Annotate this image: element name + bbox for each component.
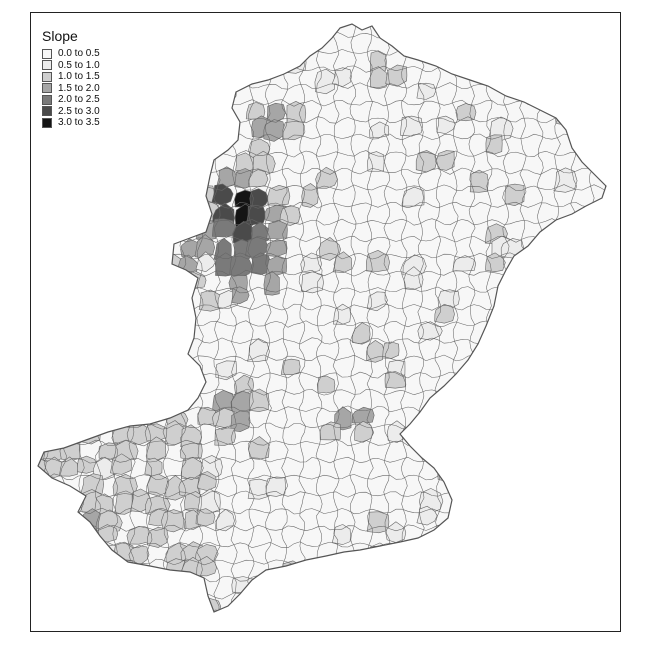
legend-label: 2.5 to 3.0 — [58, 105, 100, 117]
legend-label: 0.5 to 1.0 — [58, 59, 100, 71]
legend-swatch — [42, 60, 52, 71]
legend-label: 2.0 to 2.5 — [58, 94, 100, 106]
legend-label: 1.0 to 1.5 — [58, 71, 100, 83]
legend-swatch — [42, 83, 52, 94]
legend-title: Slope — [42, 28, 78, 44]
region-base — [38, 24, 606, 612]
legend: Slope 0.0 to 0.5 0.5 to 1.0 1.0 to 1.5 1.5 … — [42, 28, 100, 129]
legend-item: 0.0 to 0.5 — [42, 48, 100, 60]
legend-rows: 0.0 to 0.5 0.5 to 1.0 1.0 to 1.5 1.5 to 2.0… — [42, 48, 100, 129]
legend-item: 2.0 to 2.5 — [42, 94, 100, 106]
legend-label: 3.0 to 3.5 — [58, 117, 100, 129]
legend-swatch — [42, 48, 52, 59]
legend-item: 1.0 to 1.5 — [42, 71, 100, 83]
legend-swatch — [42, 106, 52, 117]
legend-item: 1.5 to 2.0 — [42, 83, 100, 95]
legend-label: 1.5 to 2.0 — [58, 82, 100, 94]
legend-item: 3.0 to 3.5 — [42, 117, 100, 129]
legend-swatch — [42, 71, 52, 82]
legend-swatch — [42, 117, 52, 128]
legend-item: 2.5 to 3.0 — [42, 106, 100, 118]
legend-swatch — [42, 94, 52, 105]
legend-label: 0.0 to 0.5 — [58, 48, 100, 60]
legend-item: 0.5 to 1.0 — [42, 60, 100, 72]
